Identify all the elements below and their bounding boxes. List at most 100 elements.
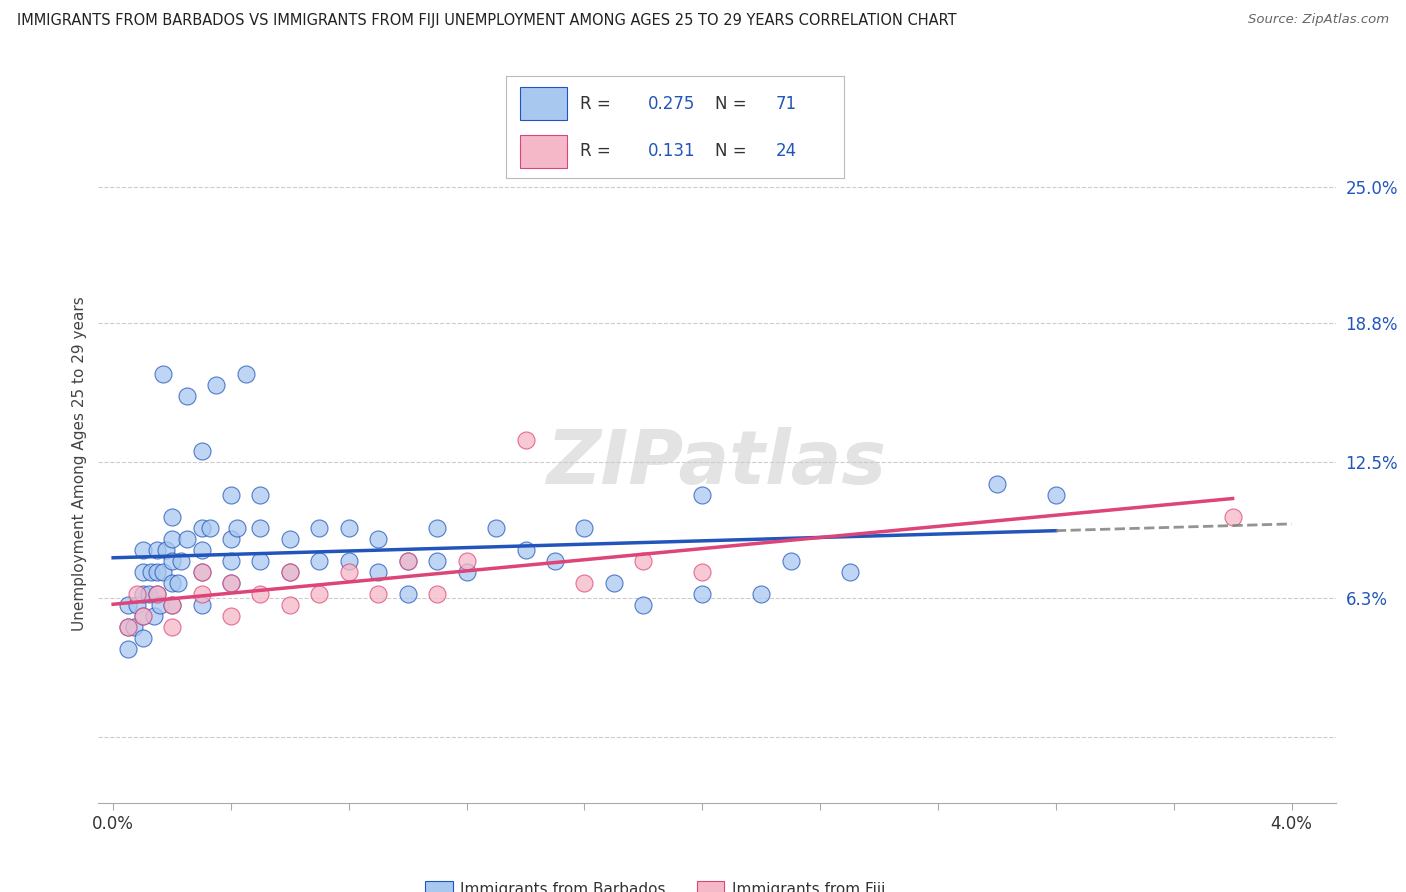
Point xyxy=(190,542,212,557)
Point xyxy=(190,587,212,601)
Point xyxy=(190,565,212,579)
Point xyxy=(308,587,330,601)
Point xyxy=(396,554,419,568)
Point xyxy=(131,631,153,645)
Point xyxy=(176,389,198,403)
Point xyxy=(125,598,148,612)
Point xyxy=(190,521,212,535)
Point xyxy=(225,521,247,535)
Text: R =: R = xyxy=(581,95,612,112)
Point xyxy=(633,554,655,568)
Point xyxy=(278,532,301,546)
Point xyxy=(200,521,222,535)
Point xyxy=(170,554,193,568)
Point xyxy=(456,565,478,579)
Point xyxy=(278,565,301,579)
Point xyxy=(485,521,508,535)
Point xyxy=(152,565,174,579)
Point xyxy=(544,554,567,568)
Point xyxy=(117,620,139,634)
Point xyxy=(219,532,242,546)
Point xyxy=(426,521,449,535)
Point xyxy=(456,554,478,568)
Point xyxy=(337,554,360,568)
Point xyxy=(367,532,389,546)
Point xyxy=(337,521,360,535)
Text: 71: 71 xyxy=(776,95,797,112)
Point xyxy=(749,587,772,601)
Point xyxy=(219,575,242,590)
Point xyxy=(219,575,242,590)
Point xyxy=(131,608,153,623)
Point xyxy=(117,620,139,634)
Point xyxy=(426,554,449,568)
Point xyxy=(367,587,389,601)
Point xyxy=(117,598,139,612)
Text: 0.131: 0.131 xyxy=(648,142,696,160)
Point xyxy=(131,587,153,601)
Legend: Immigrants from Barbados, Immigrants from Fiji: Immigrants from Barbados, Immigrants fro… xyxy=(419,875,891,892)
Point xyxy=(205,377,228,392)
Point xyxy=(249,488,271,502)
Point xyxy=(337,565,360,579)
Point xyxy=(249,587,271,601)
Point xyxy=(574,575,596,590)
Point xyxy=(219,488,242,502)
Point xyxy=(219,554,242,568)
Text: N =: N = xyxy=(716,95,747,112)
Point xyxy=(160,598,183,612)
Y-axis label: Unemployment Among Ages 25 to 29 years: Unemployment Among Ages 25 to 29 years xyxy=(72,296,87,632)
Point xyxy=(396,587,419,601)
FancyBboxPatch shape xyxy=(520,87,567,120)
Point xyxy=(838,565,860,579)
Point xyxy=(125,587,148,601)
Point xyxy=(190,565,212,579)
Point xyxy=(160,509,183,524)
Point xyxy=(692,565,714,579)
Text: Source: ZipAtlas.com: Source: ZipAtlas.com xyxy=(1249,13,1389,27)
Point xyxy=(986,476,1008,491)
Point xyxy=(308,521,330,535)
Point xyxy=(779,554,801,568)
Point xyxy=(167,575,190,590)
Point xyxy=(160,532,183,546)
Text: N =: N = xyxy=(716,142,747,160)
Point xyxy=(146,587,169,601)
Point xyxy=(149,598,172,612)
Point xyxy=(152,367,174,381)
Point xyxy=(160,620,183,634)
Point xyxy=(1222,509,1244,524)
Point xyxy=(117,641,139,656)
Point xyxy=(155,542,177,557)
Point xyxy=(367,565,389,579)
Point xyxy=(131,608,153,623)
Point xyxy=(1045,488,1067,502)
Point xyxy=(219,608,242,623)
Point xyxy=(143,608,166,623)
Point xyxy=(190,598,212,612)
Point xyxy=(692,587,714,601)
Point xyxy=(176,532,198,546)
Point xyxy=(122,620,145,634)
Point xyxy=(426,587,449,601)
Point xyxy=(633,598,655,612)
Point xyxy=(278,598,301,612)
Text: R =: R = xyxy=(581,142,612,160)
Point xyxy=(190,443,212,458)
Point xyxy=(249,521,271,535)
FancyBboxPatch shape xyxy=(520,136,567,168)
Point xyxy=(160,554,183,568)
Point xyxy=(138,587,160,601)
Point xyxy=(160,598,183,612)
Text: ZIPatlas: ZIPatlas xyxy=(547,427,887,500)
Point xyxy=(131,565,153,579)
Point xyxy=(308,554,330,568)
Point xyxy=(249,554,271,568)
Point xyxy=(692,488,714,502)
Point xyxy=(574,521,596,535)
Point xyxy=(603,575,626,590)
Point xyxy=(278,565,301,579)
Point xyxy=(515,542,537,557)
Point xyxy=(146,587,169,601)
Text: IMMIGRANTS FROM BARBADOS VS IMMIGRANTS FROM FIJI UNEMPLOYMENT AMONG AGES 25 TO 2: IMMIGRANTS FROM BARBADOS VS IMMIGRANTS F… xyxy=(17,13,956,29)
